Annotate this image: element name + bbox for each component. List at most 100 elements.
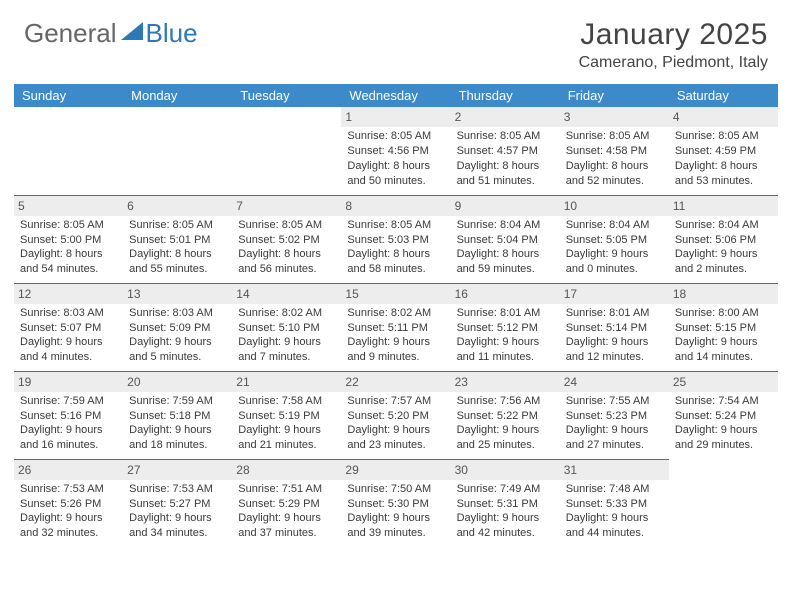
calendar-cell [232,107,341,195]
day-info: Sunrise: 8:05 AMSunset: 4:59 PMDaylight:… [675,129,772,188]
calendar-table: Sunday Monday Tuesday Wednesday Thursday… [14,84,778,547]
calendar-row: 12Sunrise: 8:03 AMSunset: 5:07 PMDayligh… [14,283,778,371]
day-info: Sunrise: 8:02 AMSunset: 5:11 PMDaylight:… [347,306,444,365]
calendar-cell: 2Sunrise: 8:05 AMSunset: 4:57 PMDaylight… [451,107,560,195]
logo-text-2: Blue [146,18,198,49]
day-info: Sunrise: 7:51 AMSunset: 5:29 PMDaylight:… [238,482,335,541]
day-info: Sunrise: 8:03 AMSunset: 5:07 PMDaylight:… [20,306,117,365]
calendar-cell [123,107,232,195]
calendar: Sunday Monday Tuesday Wednesday Thursday… [0,78,792,547]
day-number: 10 [560,196,669,216]
day-info: Sunrise: 7:55 AMSunset: 5:23 PMDaylight:… [566,394,663,453]
calendar-row: 5Sunrise: 8:05 AMSunset: 5:00 PMDaylight… [14,195,778,283]
day-number: 12 [14,284,123,304]
day-number: 18 [669,284,778,304]
calendar-cell: 30Sunrise: 7:49 AMSunset: 5:31 PMDayligh… [451,459,560,547]
day-number: 14 [232,284,341,304]
day-number: 27 [123,460,232,480]
weekday-header: Wednesday [341,84,450,107]
weekday-header: Friday [560,84,669,107]
logo: General Blue [24,18,198,49]
calendar-cell: 4Sunrise: 8:05 AMSunset: 4:59 PMDaylight… [669,107,778,195]
calendar-cell [669,459,778,547]
day-info: Sunrise: 8:01 AMSunset: 5:14 PMDaylight:… [566,306,663,365]
day-number: 8 [341,196,450,216]
calendar-cell: 3Sunrise: 8:05 AMSunset: 4:58 PMDaylight… [560,107,669,195]
day-info: Sunrise: 7:57 AMSunset: 5:20 PMDaylight:… [347,394,444,453]
calendar-row: 19Sunrise: 7:59 AMSunset: 5:16 PMDayligh… [14,371,778,459]
day-info: Sunrise: 7:49 AMSunset: 5:31 PMDaylight:… [457,482,554,541]
weekday-header-row: Sunday Monday Tuesday Wednesday Thursday… [14,84,778,107]
day-info: Sunrise: 7:50 AMSunset: 5:30 PMDaylight:… [347,482,444,541]
day-number: 21 [232,372,341,392]
logo-text-1: General [24,18,117,49]
calendar-cell: 22Sunrise: 7:57 AMSunset: 5:20 PMDayligh… [341,371,450,459]
calendar-cell: 24Sunrise: 7:55 AMSunset: 5:23 PMDayligh… [560,371,669,459]
day-number: 17 [560,284,669,304]
calendar-cell: 20Sunrise: 7:59 AMSunset: 5:18 PMDayligh… [123,371,232,459]
calendar-cell: 12Sunrise: 8:03 AMSunset: 5:07 PMDayligh… [14,283,123,371]
page-title: January 2025 [579,18,768,52]
day-info: Sunrise: 8:03 AMSunset: 5:09 PMDaylight:… [129,306,226,365]
calendar-row: 26Sunrise: 7:53 AMSunset: 5:26 PMDayligh… [14,459,778,547]
calendar-cell: 10Sunrise: 8:04 AMSunset: 5:05 PMDayligh… [560,195,669,283]
day-info: Sunrise: 8:05 AMSunset: 4:56 PMDaylight:… [347,129,444,188]
day-info: Sunrise: 7:48 AMSunset: 5:33 PMDaylight:… [566,482,663,541]
day-number: 19 [14,372,123,392]
calendar-cell: 21Sunrise: 7:58 AMSunset: 5:19 PMDayligh… [232,371,341,459]
calendar-cell [14,107,123,195]
day-number: 11 [669,196,778,216]
day-number: 15 [341,284,450,304]
day-info: Sunrise: 7:54 AMSunset: 5:24 PMDaylight:… [675,394,772,453]
title-block: January 2025 Camerano, Piedmont, Italy [579,18,768,72]
calendar-cell: 26Sunrise: 7:53 AMSunset: 5:26 PMDayligh… [14,459,123,547]
day-number: 30 [451,460,560,480]
day-number: 2 [451,107,560,127]
day-number: 9 [451,196,560,216]
weekday-header: Tuesday [232,84,341,107]
weekday-header: Monday [123,84,232,107]
day-info: Sunrise: 8:05 AMSunset: 5:01 PMDaylight:… [129,218,226,277]
weekday-header: Thursday [451,84,560,107]
day-info: Sunrise: 7:53 AMSunset: 5:27 PMDaylight:… [129,482,226,541]
day-info: Sunrise: 7:58 AMSunset: 5:19 PMDaylight:… [238,394,335,453]
day-number: 7 [232,196,341,216]
day-info: Sunrise: 7:59 AMSunset: 5:16 PMDaylight:… [20,394,117,453]
calendar-cell: 25Sunrise: 7:54 AMSunset: 5:24 PMDayligh… [669,371,778,459]
calendar-row: 1Sunrise: 8:05 AMSunset: 4:56 PMDaylight… [14,107,778,195]
day-number: 23 [451,372,560,392]
calendar-cell: 8Sunrise: 8:05 AMSunset: 5:03 PMDaylight… [341,195,450,283]
day-number: 25 [669,372,778,392]
day-info: Sunrise: 8:01 AMSunset: 5:12 PMDaylight:… [457,306,554,365]
day-number: 16 [451,284,560,304]
day-number: 4 [669,107,778,127]
weekday-header: Sunday [14,84,123,107]
calendar-cell: 5Sunrise: 8:05 AMSunset: 5:00 PMDaylight… [14,195,123,283]
calendar-cell: 23Sunrise: 7:56 AMSunset: 5:22 PMDayligh… [451,371,560,459]
page-subtitle: Camerano, Piedmont, Italy [579,54,768,72]
day-number: 20 [123,372,232,392]
calendar-cell: 14Sunrise: 8:02 AMSunset: 5:10 PMDayligh… [232,283,341,371]
weekday-header: Saturday [669,84,778,107]
day-info: Sunrise: 8:05 AMSunset: 5:02 PMDaylight:… [238,218,335,277]
day-number: 31 [560,460,669,480]
calendar-cell: 27Sunrise: 7:53 AMSunset: 5:27 PMDayligh… [123,459,232,547]
calendar-cell: 9Sunrise: 8:04 AMSunset: 5:04 PMDaylight… [451,195,560,283]
calendar-cell: 11Sunrise: 8:04 AMSunset: 5:06 PMDayligh… [669,195,778,283]
day-info: Sunrise: 8:05 AMSunset: 5:03 PMDaylight:… [347,218,444,277]
day-info: Sunrise: 8:00 AMSunset: 5:15 PMDaylight:… [675,306,772,365]
calendar-cell: 29Sunrise: 7:50 AMSunset: 5:30 PMDayligh… [341,459,450,547]
calendar-cell: 19Sunrise: 7:59 AMSunset: 5:16 PMDayligh… [14,371,123,459]
day-number: 28 [232,460,341,480]
day-number: 29 [341,460,450,480]
calendar-cell: 28Sunrise: 7:51 AMSunset: 5:29 PMDayligh… [232,459,341,547]
day-info: Sunrise: 8:04 AMSunset: 5:06 PMDaylight:… [675,218,772,277]
calendar-cell: 17Sunrise: 8:01 AMSunset: 5:14 PMDayligh… [560,283,669,371]
calendar-cell: 18Sunrise: 8:00 AMSunset: 5:15 PMDayligh… [669,283,778,371]
day-info: Sunrise: 8:04 AMSunset: 5:05 PMDaylight:… [566,218,663,277]
header: General Blue January 2025 Camerano, Pied… [0,0,792,78]
day-info: Sunrise: 8:02 AMSunset: 5:10 PMDaylight:… [238,306,335,365]
logo-triangle-icon [119,18,144,49]
day-info: Sunrise: 8:05 AMSunset: 5:00 PMDaylight:… [20,218,117,277]
calendar-cell: 31Sunrise: 7:48 AMSunset: 5:33 PMDayligh… [560,459,669,547]
